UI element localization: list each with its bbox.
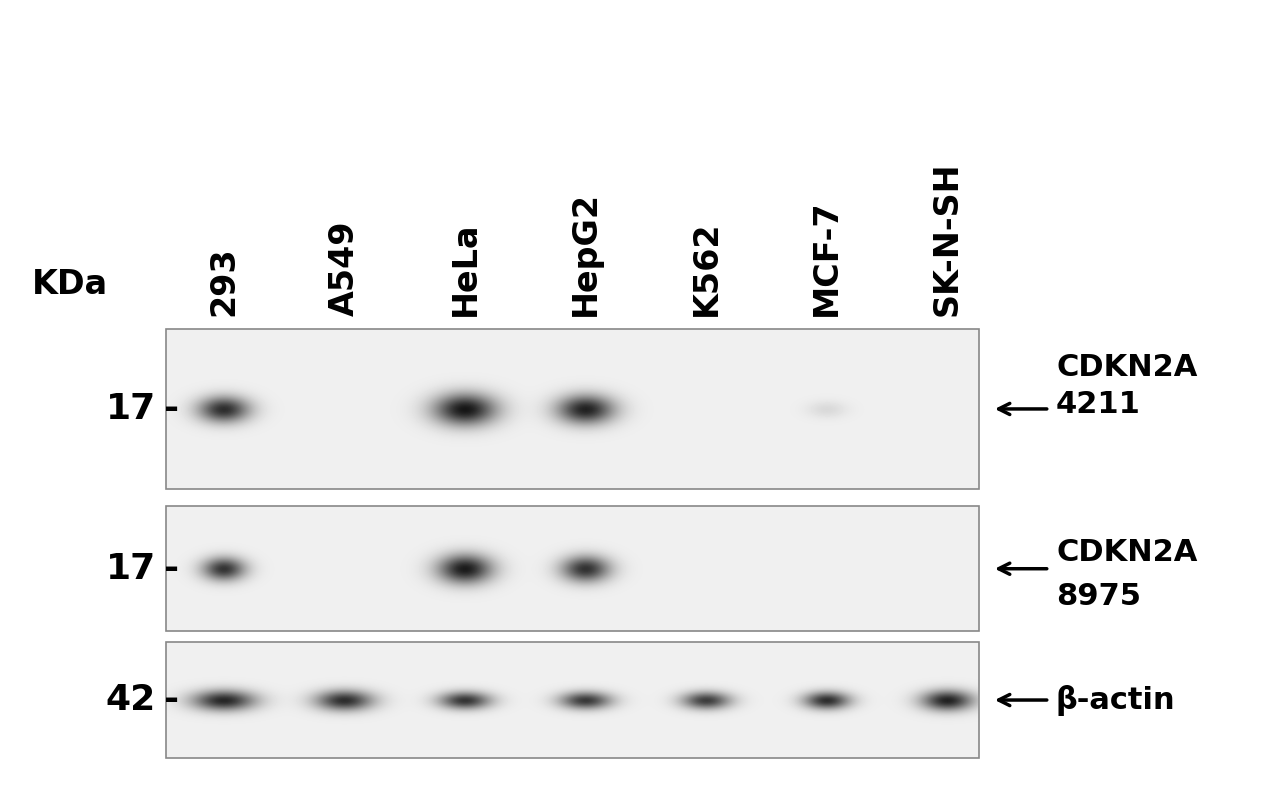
Bar — [166, 329, 979, 489]
Text: 4211: 4211 — [1056, 391, 1140, 419]
Text: HepG2: HepG2 — [570, 191, 602, 316]
Text: 17: 17 — [106, 552, 156, 585]
Text: A549: A549 — [328, 221, 361, 316]
Text: MCF-7: MCF-7 — [810, 200, 844, 316]
Bar — [166, 506, 979, 631]
Text: 8975: 8975 — [1056, 582, 1140, 611]
Text: -: - — [164, 683, 179, 717]
Text: -: - — [164, 392, 179, 426]
Text: KDa: KDa — [32, 268, 109, 301]
Text: β-actin: β-actin — [1056, 684, 1175, 716]
Text: CDKN2A: CDKN2A — [1056, 539, 1197, 567]
Bar — [166, 642, 979, 758]
Text: 42: 42 — [106, 683, 156, 717]
Text: 17: 17 — [106, 392, 156, 426]
Text: SK-N-SH: SK-N-SH — [931, 162, 964, 316]
Text: CDKN2A: CDKN2A — [1056, 354, 1197, 382]
Text: HeLa: HeLa — [448, 222, 481, 316]
Text: -: - — [164, 552, 179, 585]
Text: 293: 293 — [207, 247, 241, 316]
Text: K562: K562 — [690, 221, 723, 316]
